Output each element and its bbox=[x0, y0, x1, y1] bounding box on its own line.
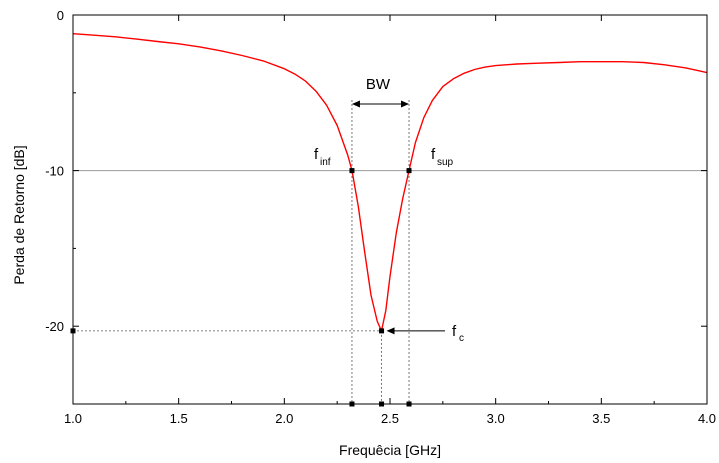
f-sup-label: f bbox=[431, 146, 436, 163]
x-tick-label: 1.5 bbox=[170, 411, 188, 426]
f-c-label: f bbox=[452, 323, 457, 340]
fc-arrow-head bbox=[386, 327, 395, 335]
reference-layer bbox=[73, 100, 707, 404]
y-tick-label: -20 bbox=[45, 319, 64, 334]
annotation-layer: BW f inf f sup f c bbox=[314, 76, 464, 344]
f-c-subscript: c bbox=[459, 333, 464, 344]
marker-f-inf bbox=[349, 168, 355, 174]
marker-layer bbox=[70, 168, 412, 407]
x-tick-label: 4.0 bbox=[698, 411, 716, 426]
y-axis-title: Perda de Retorno [dB] bbox=[11, 145, 27, 284]
marker-f-c bbox=[379, 328, 385, 334]
f-inf-label: f bbox=[314, 146, 319, 163]
plot-frame bbox=[72, 14, 708, 405]
bw-arrow-head-left bbox=[351, 100, 360, 108]
x-tick-label: 2.5 bbox=[381, 411, 399, 426]
x-tick-label: 1.0 bbox=[64, 411, 82, 426]
f-inf-subscript: inf bbox=[320, 157, 331, 168]
marker-f-sup bbox=[406, 168, 412, 174]
x-tick-label: 3.5 bbox=[592, 411, 610, 426]
bw-label: BW bbox=[366, 76, 391, 93]
f-sup-subscript: sup bbox=[437, 157, 454, 168]
tick-layer: 1.0 1.5 2.0 2.5 3.0 3.5 4.0 0 -10 -20 bbox=[45, 8, 716, 426]
x-tick-label: 2.0 bbox=[275, 411, 293, 426]
curve-layer bbox=[72, 33, 708, 332]
bw-arrow-head-right bbox=[401, 100, 410, 108]
x-axis-title: Frequêcia [GHz] bbox=[339, 442, 441, 458]
x-tick-label: 3.0 bbox=[487, 411, 505, 426]
return-loss-curve bbox=[72, 33, 708, 332]
y-tick-label: -10 bbox=[45, 164, 64, 179]
y-tick-label: 0 bbox=[57, 8, 64, 23]
